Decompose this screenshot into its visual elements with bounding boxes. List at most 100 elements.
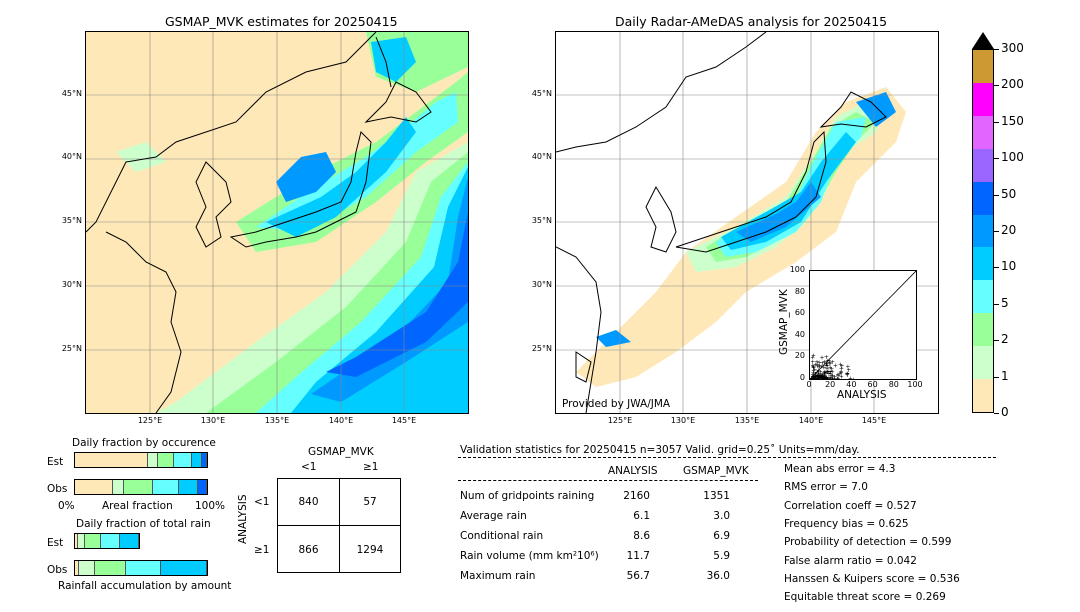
lat-label-1-1: 40°N [531,152,552,161]
occurrence-est-bar [74,452,208,468]
validation-col2: GSMAP_MVK [683,465,749,477]
scatter-point: + [846,367,851,374]
scatter-point: + [811,375,816,379]
colorbar-tick-mark-6 [994,267,999,269]
colorbar-tick-label-2: 150 [1001,113,1024,128]
validation-row-label-3: Rain volume (mm km²10⁶) [460,550,599,562]
scatter-point: + [813,371,818,378]
scatter-point: + [828,375,833,379]
contingency-col-header: GSMAP_MVK [308,446,374,458]
validation-score-5: False alarm ratio = 0.042 [784,554,917,567]
validation-score-6: Hanssen & Kuipers score = 0.536 [784,572,960,585]
scatter-point: + [812,366,817,373]
scatter-point: + [851,377,856,380]
scatter-ytick-0: 0 [799,373,805,382]
lat-label-1-4: 25°N [531,344,552,353]
lon-label-1-2: 135°E [734,416,760,425]
tr-est-segment-2 [84,534,101,548]
scatter-point: + [825,369,830,376]
scatter-point: + [829,373,834,379]
lon-label-0-3: 140°E [328,416,354,425]
scatter-point: + [810,359,815,366]
colorbar-tick-mark-9 [994,376,999,378]
scatter-point: + [810,354,815,361]
colorbar-segment-5 [973,214,993,248]
occ-obs-segment-0 [75,480,114,494]
total-rain-obs-bar [74,560,208,576]
scatter-point: + [818,371,823,378]
scatter-point: + [816,375,821,379]
credit-label: Provided by JWA/JMA [562,398,671,410]
tr-est-segment-4 [119,534,139,548]
scatter-point: + [824,374,829,379]
scatter-point: + [821,375,826,379]
scatter-point: + [813,362,818,369]
lon-label-0-2: 135°E [264,416,290,425]
validation-row-gsmap-4: 36.0 [706,570,730,582]
scatter-point: + [819,364,824,371]
occ-obs-segment-5 [197,480,207,494]
contingency-table: 840 57 866 1294 [277,478,401,573]
scatter-point: + [827,357,832,364]
scatter-point: + [839,370,844,377]
lat-label-1-3: 30°N [531,280,552,289]
scatter-point: + [812,374,817,380]
scatter-point: + [815,373,820,380]
contingency-row-ge: ≥1 [254,544,270,556]
scatter-point: + [830,369,835,376]
scatter-point: + [828,361,833,368]
scatter-point: + [828,365,833,372]
colorbar-arrow [972,32,994,54]
scatter-point: + [816,369,821,376]
scatter-point: + [820,355,825,362]
colorbar-segment-10 [973,379,993,412]
colorbar-tick-label-7: 5 [1001,295,1009,310]
scatter-point: + [823,369,828,376]
scatter-xtick-2: 40 [846,380,857,389]
scatter-point: + [817,360,822,367]
occ-est-segment-1 [147,453,159,467]
scatter-point: + [826,371,831,378]
tr-obs-segment-1 [78,561,95,575]
lon-label-0-1: 130°E [200,416,226,425]
scatter-point: + [819,375,824,380]
scatter-point: + [811,374,816,380]
lat-label-0-0: 45°N [61,89,82,98]
scatter-point: + [819,374,824,379]
colorbar-tick-label-6: 10 [1001,259,1017,274]
scatter-point: + [820,360,825,367]
scatter-point: + [822,374,827,379]
contingency-row-header: ANALYSIS [237,494,249,544]
validation-score-3: Frequency bias = 0.625 [784,517,909,530]
occurrence-est-label: Est [47,456,64,468]
colorbar-tick-label-3: 100 [1001,150,1024,165]
validation-row-analysis-0: 2160 [623,490,650,502]
scatter-point: + [832,374,837,379]
validation-row-label-2: Conditional rain [460,530,544,542]
tr-obs-segment-2 [94,561,127,575]
occ-obs-segment-1 [113,480,124,494]
scatter-point: + [820,372,825,379]
tr-obs-segment-3 [126,561,161,575]
scatter-point: + [828,371,833,378]
tr-est-segment-1 [78,534,85,548]
contingency-cell-11: 840 [298,496,319,508]
scatter-point: + [821,365,826,372]
occurrence-axis-right: 100% [195,500,226,512]
lat-label-0-3: 30°N [61,280,82,289]
scatter-point: + [813,373,818,379]
lon-label-1-4: 145°E [861,416,887,425]
scatter-point: + [845,364,850,371]
colorbar-tick-label-4: 50 [1001,186,1017,201]
scatter-point: + [821,374,826,379]
scatter-point: + [817,373,822,379]
scatter-point: + [822,359,827,366]
colorbar-tick-mark-4 [994,194,999,196]
scatter-point: + [811,369,816,376]
validation-row-analysis-1: 6.1 [633,510,650,522]
scatter-point: + [818,371,823,378]
validation-row-analysis-4: 56.7 [626,570,650,582]
scatter-inset: + + + + + + + + + + + + + + + + + + + + + + + + + + + + + + + + + + + + + + + +… [809,270,917,384]
scatter-point: + [839,369,844,376]
scatter-point: + [815,373,820,379]
